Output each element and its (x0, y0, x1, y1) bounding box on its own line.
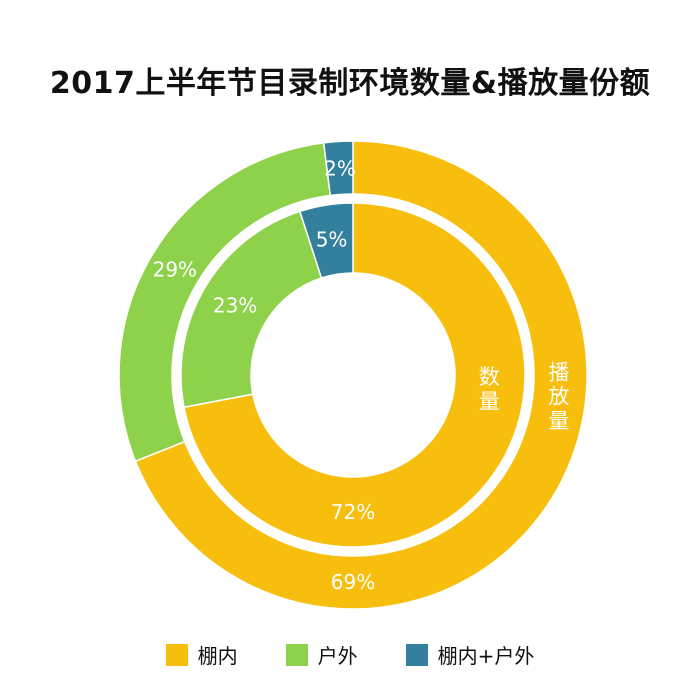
inner-ring-label-outdoor: 23% (213, 293, 257, 317)
legend-label-indoor-outdoor: 棚内+户外 (437, 644, 535, 668)
inner-ring-slice-indoor-outdoor (298, 202, 354, 279)
outer-ring-label-outdoor: 29% (153, 258, 197, 282)
inner-ring-label-indoor-outdoor: 5% (316, 228, 348, 252)
chart-title: 2017上半年节目录制环境数量&播放量份额 (49, 66, 651, 101)
ring-separator (172, 194, 534, 556)
legend-label-outdoor: 户外 (317, 644, 358, 668)
outer-ring-label-indoor-outdoor: 2% (324, 156, 356, 180)
inner-ring-slice-indoor (183, 202, 526, 548)
legend-item-indoor-outdoor: 棚内+户外 (405, 640, 535, 669)
outer-ring-label-indoor: 69% (331, 570, 375, 594)
legend-swatch-outdoor (285, 643, 308, 666)
inner-ring-slice-outdoor (180, 210, 323, 409)
inner-ring-label-indoor: 72% (331, 500, 375, 524)
legend-item-outdoor: 户外 (285, 640, 358, 669)
legend-item-indoor: 棚内 (165, 640, 238, 669)
legend-swatch-indoor (165, 643, 188, 666)
outer-ring-name: 播放量 (548, 360, 569, 432)
legend: 棚内 户外 棚内+户外 (0, 640, 700, 669)
inner-ring-name: 数量 (479, 365, 500, 413)
legend-label-indoor: 棚内 (197, 644, 238, 668)
legend-swatch-indoor-outdoor (405, 643, 428, 666)
